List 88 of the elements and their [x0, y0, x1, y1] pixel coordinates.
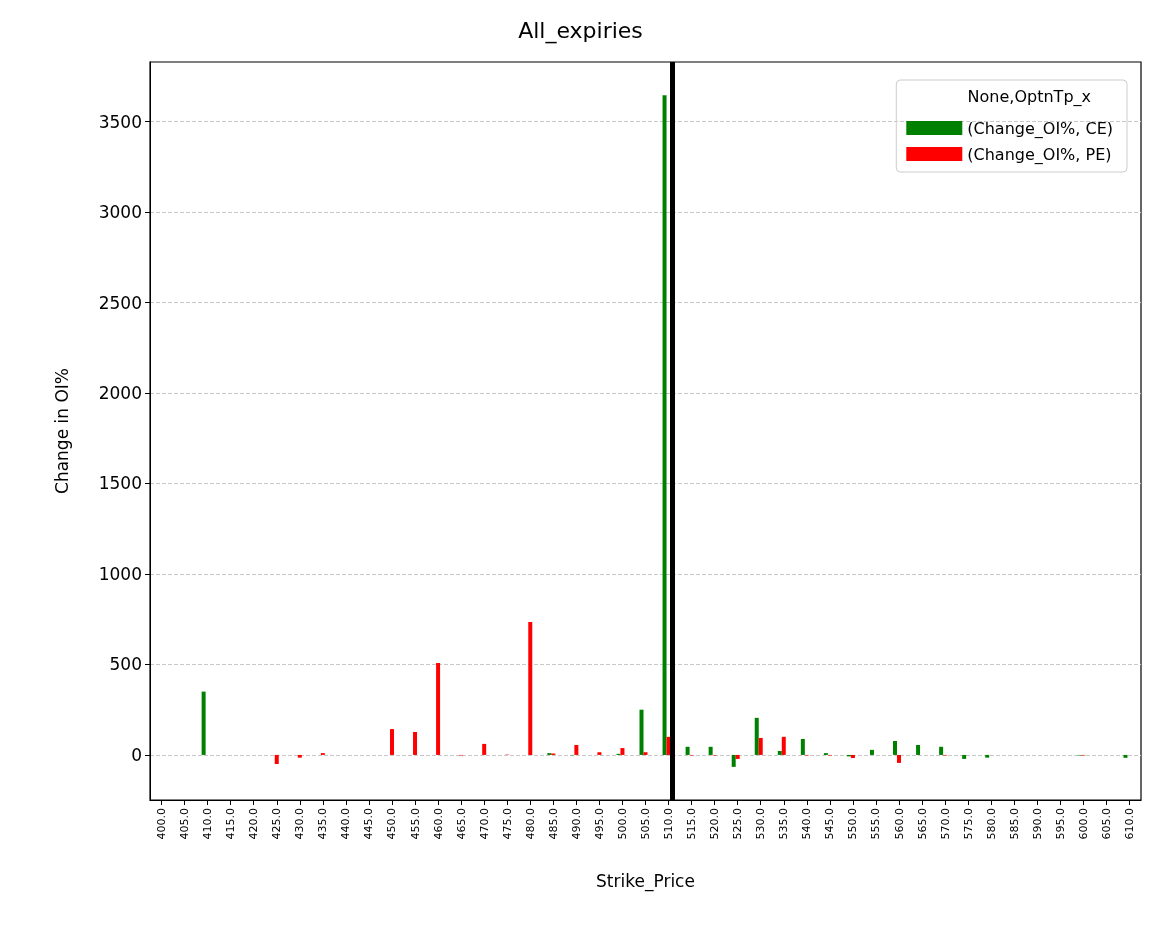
x-tick-label: 595.0: [1053, 808, 1067, 840]
x-tick-label: 470.0: [477, 808, 491, 840]
y-tick-label: 1000: [98, 563, 142, 584]
bar: [735, 754, 740, 759]
x-tick-label: 530.0: [754, 808, 768, 840]
x-tick-label: 575.0: [961, 808, 975, 840]
bar: [274, 754, 279, 764]
x-tick-label: 600.0: [1076, 808, 1090, 840]
x-tick-label: 420.0: [247, 808, 261, 840]
bar: [482, 743, 487, 755]
bar: [758, 737, 763, 755]
x-tick-label: 550.0: [846, 808, 860, 840]
x-tick-label: 510.0: [662, 808, 676, 840]
bar: [985, 754, 990, 758]
x-tick-label: 540.0: [800, 808, 814, 840]
x-tick-label: 425.0: [270, 808, 284, 840]
x-tick-label: 605.0: [1099, 808, 1113, 840]
bar: [620, 748, 625, 755]
legend-title: None,OptnTp_x: [967, 86, 1091, 107]
bar: [639, 709, 644, 755]
y-tick-label: 0: [131, 744, 142, 765]
bar: [916, 744, 921, 755]
x-tick-label: 455.0: [408, 808, 422, 840]
x-tick-label: 430.0: [293, 808, 307, 840]
bar: [754, 717, 759, 755]
bar: [685, 746, 690, 755]
legend-label: (Change_OI%, PE): [967, 144, 1112, 165]
x-tick-label: 555.0: [869, 808, 883, 840]
bar: [777, 750, 782, 755]
bar: [962, 754, 967, 759]
bar: [800, 739, 805, 755]
x-tick-label: 475.0: [500, 808, 514, 840]
chart-title: All_expiries: [518, 17, 643, 44]
x-tick-label: 570.0: [938, 808, 952, 840]
y-tick-label: 3500: [98, 111, 142, 132]
bar: [731, 754, 736, 767]
x-tick-label: 440.0: [339, 808, 353, 840]
x-tick-label: 435.0: [316, 808, 330, 840]
y-tick-label: 3000: [98, 202, 142, 223]
y-axis-title: Change in OI%: [51, 368, 72, 494]
bar: [1123, 754, 1128, 758]
bar: [893, 741, 898, 755]
x-tick-label: 415.0: [224, 808, 238, 840]
legend-label: (Change_OI%, CE): [967, 118, 1114, 139]
x-tick-label: 400.0: [155, 808, 169, 840]
x-tick-label: 610.0: [1122, 808, 1136, 840]
x-tick-label: 580.0: [984, 808, 998, 840]
x-tick-label: 490.0: [569, 808, 583, 840]
bar: [413, 731, 418, 755]
y-tick-label: 2500: [98, 292, 142, 313]
bar: [389, 729, 394, 755]
x-tick-label: 450.0: [385, 808, 399, 840]
bar: [897, 754, 902, 763]
bar: [662, 95, 667, 755]
bar: [708, 746, 713, 755]
bar: [597, 752, 602, 755]
x-tick-label: 410.0: [201, 808, 215, 840]
x-tick-label: 505.0: [639, 808, 652, 840]
x-tick-label: 585.0: [1007, 808, 1021, 840]
x-tick-label: 495.0: [592, 808, 606, 840]
bar: [436, 663, 441, 755]
bar: [574, 744, 579, 755]
x-tick-label: 480.0: [523, 808, 537, 840]
x-tick-label: 545.0: [823, 808, 837, 840]
x-tick-label: 560.0: [892, 808, 906, 840]
bar: [869, 749, 874, 755]
x-tick-label: 515.0: [685, 808, 699, 840]
x-tick-label: 465.0: [454, 808, 468, 840]
x-axis-title: Strike_Price: [596, 870, 695, 892]
y-tick-label: 2000: [98, 383, 142, 403]
bar: [528, 621, 533, 755]
x-tick-label: 525.0: [731, 808, 745, 840]
bar: [939, 746, 944, 755]
x-tick-label: 520.0: [708, 808, 722, 840]
x-tick-label: 460.0: [431, 808, 445, 840]
x-tick-label: 405.0: [178, 808, 192, 840]
x-tick-label: 565.0: [915, 808, 929, 840]
bar: [781, 736, 786, 755]
bar: [297, 754, 302, 758]
x-tick-label: 445.0: [362, 808, 376, 840]
y-tick-label: 500: [109, 654, 142, 675]
x-tick-label: 485.0: [546, 808, 560, 840]
y-tick-label: 1500: [98, 473, 142, 494]
bar: [850, 754, 855, 759]
bar: [201, 691, 206, 755]
x-tick-label: 535.0: [777, 808, 791, 840]
x-tick-label: 590.0: [1030, 808, 1044, 840]
x-tick-label: 500.0: [615, 808, 629, 840]
